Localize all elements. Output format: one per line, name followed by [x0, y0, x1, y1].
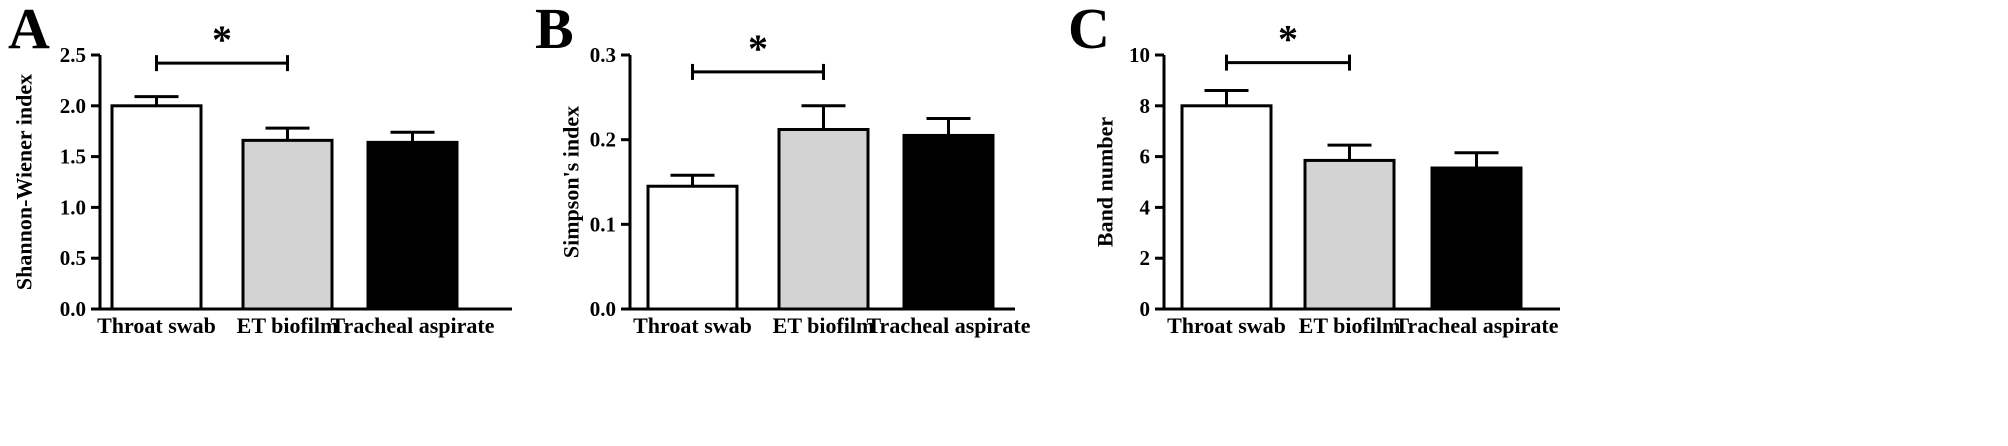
y-tick-label: 0 [1140, 297, 1151, 321]
y-axis-title: Band number [1093, 117, 1118, 247]
y-tick-label: 4 [1140, 195, 1151, 219]
panel-letter: B [535, 0, 574, 61]
category-label: ET biofilm [1299, 313, 1401, 338]
y-tick-label: 0.0 [590, 297, 616, 321]
bar-1 [110, 104, 203, 311]
category-label: Throat swab [1167, 313, 1286, 338]
y-tick-label: 0.5 [60, 246, 86, 270]
y-tick-label: 6 [1140, 145, 1151, 169]
category-label: ET biofilm [773, 313, 875, 338]
category-label: Throat swab [633, 313, 752, 338]
significance-star: * [212, 17, 232, 62]
bar-1 [646, 184, 739, 311]
bar-3 [902, 133, 995, 311]
y-tick-label: 1.5 [60, 145, 86, 169]
y-tick-label: 1.0 [60, 195, 86, 219]
significance-star: * [748, 26, 768, 71]
bar-2 [241, 138, 334, 311]
y-tick-label: 10 [1129, 43, 1150, 67]
y-axis-title: Simpson's index [559, 106, 584, 258]
y-tick-label: 0.1 [590, 212, 616, 236]
bar-3 [1430, 166, 1523, 311]
significance-star: * [1278, 17, 1298, 62]
y-tick-label: 8 [1140, 94, 1151, 118]
panel-letter: C [1068, 0, 1110, 61]
y-tick-label: 2.5 [60, 43, 86, 67]
category-label: Tracheal aspirate [867, 313, 1031, 338]
panel-letter: A [8, 0, 50, 61]
bar-1 [1180, 104, 1273, 311]
y-tick-label: 0.2 [590, 128, 616, 152]
y-tick-label: 2 [1140, 246, 1151, 270]
bar-3 [366, 140, 459, 311]
y-tick-label: 0.0 [60, 297, 86, 321]
y-tick-label: 0.3 [590, 43, 616, 67]
category-label: Tracheal aspirate [1395, 313, 1559, 338]
y-axis-title: Shannon-Wiener index [12, 74, 37, 290]
category-label: Throat swab [97, 313, 216, 338]
category-label: Tracheal aspirate [331, 313, 495, 338]
bar-2 [777, 128, 870, 311]
category-label: ET biofilm [237, 313, 339, 338]
bar-2 [1303, 158, 1396, 311]
y-tick-label: 2.0 [60, 94, 86, 118]
